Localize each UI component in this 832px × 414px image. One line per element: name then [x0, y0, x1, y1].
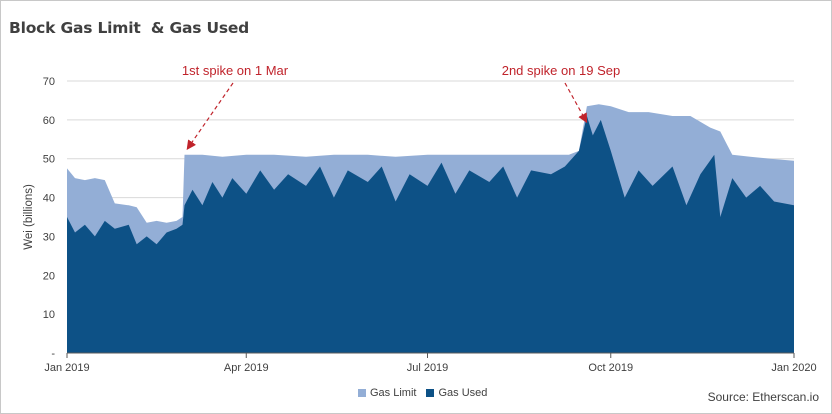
x-tick-label-1: Apr 2019: [224, 362, 269, 374]
x-tick-label-4: Jan 2020: [771, 362, 816, 374]
annotation-arrow-1: [186, 82, 234, 150]
y-tick-label-30: 30: [43, 231, 55, 243]
y-tick-label-40: 40: [43, 193, 55, 205]
y-tick-label-20: 20: [43, 270, 55, 282]
chart-title: Block Gas Limit & Gas Used: [9, 19, 250, 37]
legend-label-gas-limit: Gas Limit: [370, 387, 417, 399]
y-tick-label-50: 50: [43, 154, 55, 166]
y-tick-label-0: -: [51, 348, 55, 360]
x-tick-label-3: Oct 2019: [588, 362, 633, 374]
legend-swatch-gas-used: [426, 389, 435, 397]
annotation-label-1: 1st spike on 1 Mar: [182, 63, 289, 78]
legend-item-gas-used: Gas Used: [426, 387, 487, 399]
y-axis-label: Wei (billions): [23, 184, 35, 250]
annotation-arrow-2: [564, 82, 588, 124]
chart-legend: Gas Limit Gas Used: [358, 387, 497, 399]
source-note: Source: Etherscan.io: [707, 390, 819, 404]
legend-swatch-gas-limit: [358, 389, 366, 397]
legend-item-gas-limit: Gas Limit: [358, 387, 416, 399]
legend-label-gas-used: Gas Used: [438, 387, 488, 399]
y-tick-label-10: 10: [43, 309, 55, 321]
gas-used-area: [67, 116, 794, 353]
x-tick-label-2: Jul 2019: [407, 362, 449, 374]
annotation-label-2: 2nd spike on 19 Sep: [502, 63, 621, 78]
y-tick-label-70: 70: [43, 76, 55, 88]
x-tick-label-0: Jan 2019: [44, 362, 89, 374]
y-tick-label-60: 60: [43, 115, 55, 127]
